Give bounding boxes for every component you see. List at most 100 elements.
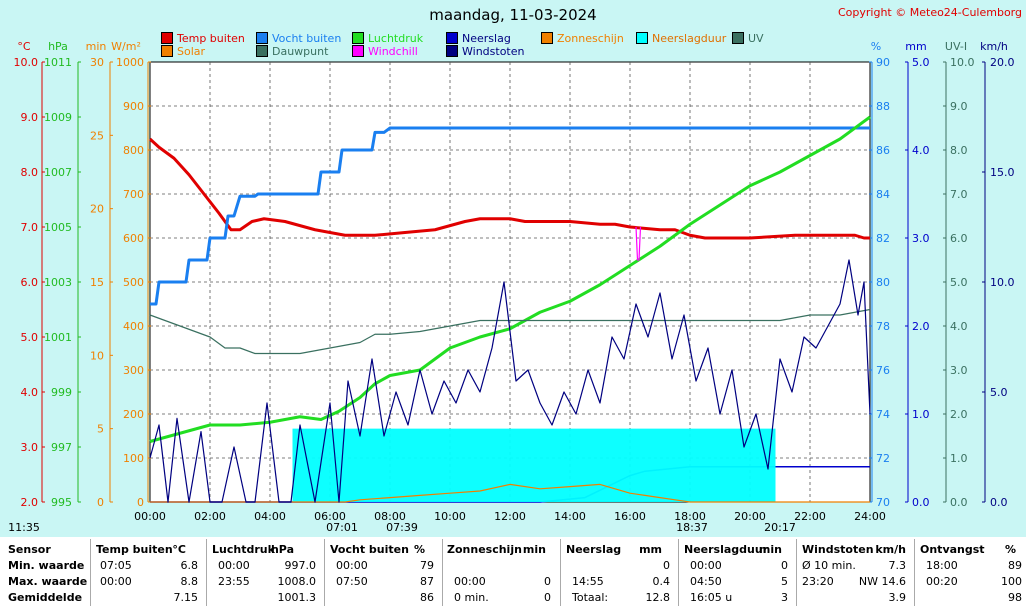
sunset-label: 18:37 <box>676 521 708 534</box>
table-header: Windstoten <box>802 543 874 556</box>
legend-label: UV <box>748 32 764 45</box>
tick-label-kmh: 5.0 <box>990 386 1008 399</box>
table-header: °C <box>172 543 186 556</box>
tick-label-uv: 1.0 <box>950 452 968 465</box>
tick-label-mm: 3.0 <box>912 232 930 245</box>
tick-label-solar: 300 <box>123 364 144 377</box>
table-cell: Totaal: <box>572 591 609 604</box>
tick-label-solar: 500 <box>123 276 144 289</box>
legend-label: Zonneschijn <box>557 32 624 45</box>
legend-item: Zonneschijn <box>541 32 624 45</box>
table-header: % <box>1004 543 1016 556</box>
tick-label-pct: 76 <box>876 364 890 377</box>
statistics-table: Sensor Temp buiten °C Luchtdruk hPa Vocht bui… <box>0 537 1026 608</box>
table-cell: 8.8 <box>180 575 199 588</box>
table-header: % <box>413 543 425 556</box>
table-header: Sensor <box>8 543 51 556</box>
tick-label-uv: 6.0 <box>950 232 968 245</box>
table-cell: 00:00 <box>690 559 722 572</box>
tick-label-temp: 3.0 <box>21 441 39 454</box>
x-tick-label: 16:00 <box>614 510 646 523</box>
tick-label-mm: 0.0 <box>912 496 930 509</box>
tick-label-temp: 2.0 <box>21 496 39 509</box>
table-row-label: Gemiddelde <box>8 591 83 604</box>
tick-label-pct: 86 <box>876 144 890 157</box>
table-header: mm <box>639 543 662 556</box>
x-tick-label: 10:00 <box>434 510 466 523</box>
legend-swatch <box>352 45 364 57</box>
legend-item: Dauwpunt <box>256 45 328 58</box>
legend-item: UV <box>732 32 764 45</box>
x-tick-label: 22:00 <box>794 510 826 523</box>
table-cell: 89 <box>1008 559 1022 572</box>
tick-label-pct: 82 <box>876 232 890 245</box>
x-tick-label: 14:00 <box>554 510 586 523</box>
tick-label-hpa: 1009 <box>44 111 72 124</box>
table-cell: 07:50 <box>336 575 368 588</box>
column-divider <box>206 539 207 606</box>
tick-label-min: 15 <box>90 276 104 289</box>
legend-item: Windstoten <box>446 45 524 58</box>
column-divider <box>90 539 91 606</box>
tick-label-mm: 5.0 <box>912 56 930 69</box>
table-cell: 00:00 <box>218 559 250 572</box>
weather-chart: 10.0 9.0 8.0 7.0 6.0 5.0 4.0 3.0 2.0 °C 1011 1009 10… <box>8 40 1015 534</box>
table-cell: 14:55 <box>572 575 604 588</box>
tick-label-min: 20 <box>90 203 104 216</box>
legend-item: Solar <box>161 45 205 58</box>
series-line-vocht-buiten <box>150 126 870 306</box>
table-cell: 79 <box>420 559 434 572</box>
table-cell: NW 14.6 <box>858 575 906 588</box>
legend-swatch <box>161 45 173 57</box>
x-tick-label: 04:00 <box>254 510 286 523</box>
tick-label-pct: 80 <box>876 276 890 289</box>
tick-label-uv: 3.0 <box>950 364 968 377</box>
legend-swatch <box>732 32 744 44</box>
tick-label-hpa: 1003 <box>44 276 72 289</box>
table-cell: 23:20 <box>802 575 834 588</box>
table-cell: Ø 10 min. <box>802 559 856 572</box>
table-header: Vocht buiten <box>330 543 409 556</box>
legend-item: Luchtdruk <box>352 32 423 45</box>
table-cell: 5 <box>781 575 788 588</box>
x-tick-label: 12:00 <box>494 510 526 523</box>
tick-label-hpa: 1001 <box>44 331 72 344</box>
unit-label-kmh: km/h <box>980 40 1008 53</box>
tick-label-min: 0 <box>97 496 104 509</box>
tick-label-mm: 2.0 <box>912 320 930 333</box>
tick-label-solar: 100 <box>123 452 144 465</box>
column-divider <box>796 539 797 606</box>
legend-swatch <box>636 32 648 44</box>
table-cell: 0 <box>544 591 551 604</box>
table-row-label: Min. waarde <box>8 559 85 572</box>
column-divider <box>914 539 915 606</box>
tick-label-uv: 0.0 <box>950 496 968 509</box>
tick-label-kmh: 0.0 <box>990 496 1008 509</box>
tick-label-solar: 400 <box>123 320 144 333</box>
table-header: Neerslagduur <box>684 543 769 556</box>
legend-swatch <box>161 32 173 44</box>
table-header: min <box>758 543 782 556</box>
table-cell: 87 <box>420 575 434 588</box>
tick-label-pct: 90 <box>876 56 890 69</box>
tick-label-kmh: 20.0 <box>990 56 1015 69</box>
table-cell: 3.9 <box>888 591 907 604</box>
column-divider <box>324 539 325 606</box>
tick-label-pct: 84 <box>876 188 890 201</box>
table-cell: 12.8 <box>645 591 671 604</box>
legend-label: Neerslagduur <box>652 32 727 45</box>
table-cell: 7.15 <box>173 591 199 604</box>
unit-label-mm: mm <box>905 40 926 53</box>
tick-label-kmh: 10.0 <box>990 276 1015 289</box>
table-cell: 7.3 <box>888 559 907 572</box>
column-divider <box>560 539 561 606</box>
tick-label-hpa: 995 <box>51 496 72 509</box>
legend-label: Neerslag <box>462 32 511 45</box>
table-header: Luchtdruk <box>212 543 275 556</box>
tick-label-uv: 7.0 <box>950 188 968 201</box>
tick-label-temp: 4.0 <box>21 386 39 399</box>
legend-label: Temp buiten <box>177 32 245 45</box>
legend-item: Neerslag <box>446 32 511 45</box>
table-cell: 00:20 <box>926 575 958 588</box>
tick-label-solar: 900 <box>123 100 144 113</box>
